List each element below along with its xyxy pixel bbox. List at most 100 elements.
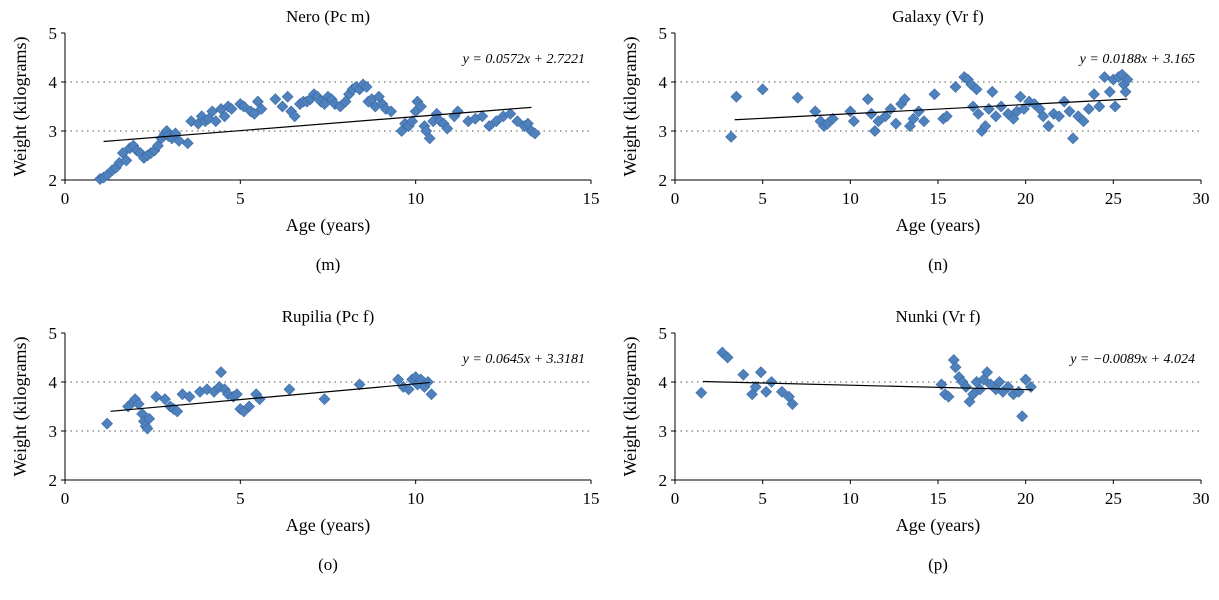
x-tick-label: 15 — [930, 189, 947, 208]
data-point — [385, 105, 398, 118]
data-point — [942, 390, 955, 403]
scatter-chart-galaxy: 2 3 4 5 0 5 10 15 20 25 30 Galaxy (Vr f) Age (years)… — [620, 7, 1210, 274]
data-point — [1063, 105, 1076, 118]
data-points — [695, 346, 1037, 423]
y-tick-label: 5 — [659, 324, 668, 343]
scatter-chart-nero: 2 3 4 5 0 5 10 15 Nero (Pc m) Age (years) Weight (… — [10, 7, 600, 274]
data-point — [1121, 73, 1134, 86]
data-point — [1053, 110, 1065, 123]
data-point — [940, 110, 953, 123]
x-tick-label: 5 — [236, 489, 245, 508]
x-tick-label: 20 — [1017, 189, 1034, 208]
data-point — [1016, 410, 1029, 423]
data-point — [248, 107, 261, 120]
data-point — [986, 85, 999, 98]
data-point — [425, 388, 438, 401]
trendline-equation: y = −0.0089x + 4.024 — [1068, 352, 1195, 367]
data-point — [786, 398, 799, 410]
x-tick-label: 25 — [1105, 489, 1122, 508]
y-axis-label: Weight (kilograms) — [620, 36, 641, 176]
data-point — [989, 110, 1002, 123]
data-point — [760, 385, 773, 398]
data-point — [791, 91, 804, 104]
y-tick-label: 2 — [49, 171, 58, 190]
data-point — [283, 383, 296, 396]
data-points — [101, 366, 438, 435]
x-tick-label: 10 — [407, 489, 424, 508]
scatter-chart-rupilia: 2 3 4 5 0 5 10 15 Rupilia (Pc f) Age (years) Weigh… — [10, 307, 600, 574]
data-point — [972, 107, 985, 120]
data-point — [360, 80, 373, 93]
data-point — [141, 422, 154, 435]
data-point — [1093, 100, 1106, 113]
trendline-equation: y = 0.0188x + 3.165 — [1078, 52, 1195, 67]
y-tick-label: 4 — [659, 373, 668, 392]
data-point — [1103, 85, 1116, 98]
data-point — [1037, 110, 1050, 123]
data-point — [276, 100, 289, 113]
data-point — [415, 100, 427, 113]
data-point — [159, 393, 171, 406]
y-axis-label: Weight (kilograms) — [10, 336, 31, 476]
data-point — [865, 107, 878, 120]
x-tick-label: 0 — [671, 189, 680, 208]
data-point — [847, 115, 860, 128]
data-point — [730, 90, 743, 103]
data-point — [979, 120, 992, 133]
trendline-equation: y = 0.0645x + 3.3181 — [461, 352, 585, 367]
data-point — [120, 154, 133, 167]
data-point — [982, 103, 995, 115]
data-point — [504, 107, 517, 120]
data-point — [1014, 90, 1027, 103]
x-tick-label: 30 — [1193, 189, 1210, 208]
data-point — [737, 368, 750, 381]
data-point — [1077, 115, 1090, 128]
data-point — [872, 115, 885, 128]
x-axis-label: Age (years) — [896, 515, 980, 536]
x-tick-label: 5 — [236, 189, 245, 208]
data-point — [476, 110, 489, 123]
y-tick-label: 5 — [49, 24, 58, 43]
data-point — [255, 103, 268, 115]
x-tick-label: 15 — [583, 489, 600, 508]
y-tick-label: 2 — [659, 471, 668, 490]
data-point — [1058, 95, 1071, 108]
data-point — [225, 103, 238, 115]
x-axis-label: Age (years) — [286, 515, 370, 536]
data-point — [907, 112, 920, 125]
chart-title: Galaxy (Vr f) — [892, 7, 984, 26]
data-point — [826, 112, 839, 125]
data-point — [981, 366, 994, 379]
data-point — [949, 361, 962, 374]
chart-panel-m: 2 3 4 5 0 5 10 15 Nero (Pc m) Age (years) Weight (… — [0, 0, 609, 300]
panel-label: (o) — [318, 555, 338, 574]
data-point — [1019, 373, 1032, 386]
data-point — [318, 393, 331, 406]
data-point — [423, 132, 436, 145]
chart-title: Nero (Pc m) — [286, 7, 370, 26]
data-point — [776, 385, 788, 398]
panel-label: (m) — [316, 255, 341, 274]
data-point — [889, 117, 902, 130]
data-point — [949, 80, 962, 93]
data-point — [183, 390, 196, 403]
data-point — [171, 405, 184, 418]
data-point — [756, 83, 769, 96]
x-axis-label: Age (years) — [896, 215, 980, 236]
data-point — [1067, 132, 1079, 145]
scatter-chart-nunki: 2 3 4 5 0 5 10 15 20 25 30 Nunki (Vr f) Age (years) W… — [620, 307, 1210, 574]
data-point — [209, 115, 222, 128]
y-tick-label: 3 — [49, 122, 58, 141]
x-tick-label: 25 — [1105, 189, 1122, 208]
data-point — [898, 93, 911, 106]
data-point — [1088, 88, 1100, 101]
data-point — [218, 110, 231, 123]
panel-label: (n) — [928, 255, 948, 274]
data-point — [695, 386, 708, 399]
data-point — [281, 90, 294, 103]
data-points — [725, 68, 1134, 145]
data-point — [528, 127, 541, 140]
y-tick-label: 3 — [659, 122, 668, 141]
data-point — [101, 417, 114, 430]
data-point — [993, 376, 1006, 388]
